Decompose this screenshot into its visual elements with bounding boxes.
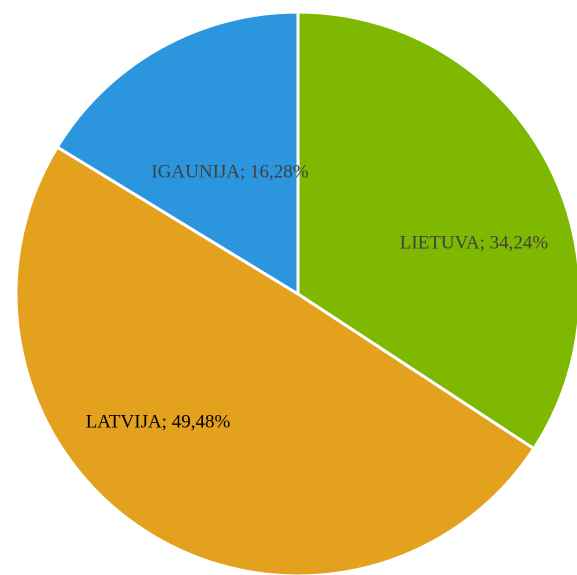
pie-slice	[14, 145, 536, 575]
data-label: IGAUNIJA; 16,28%	[151, 161, 308, 182]
data-label: LATVIJA; 49,48%	[86, 411, 231, 432]
pie-slice	[55, 10, 300, 296]
data-label: LIETUVA; 34,24%	[400, 232, 549, 253]
